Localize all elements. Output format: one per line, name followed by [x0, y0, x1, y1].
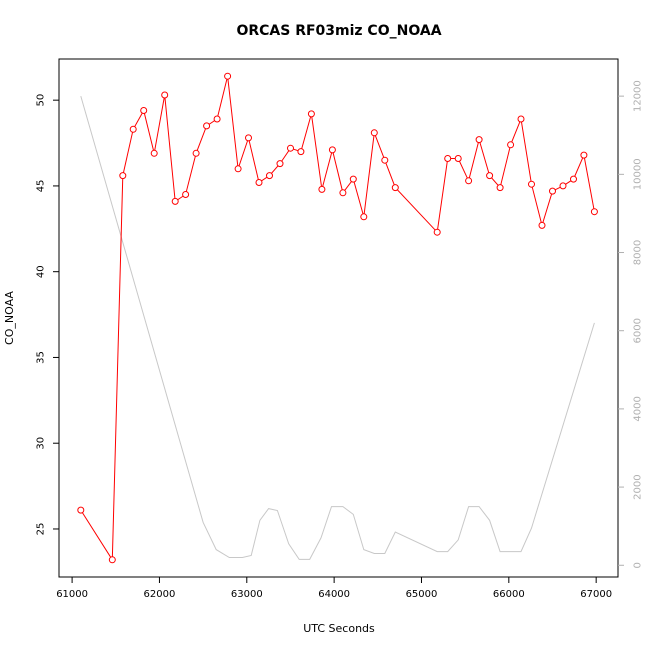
y-tick-label: 50	[36, 94, 47, 107]
data-point	[465, 177, 473, 185]
data-point	[129, 125, 137, 133]
y-axis-label: CO_NOAA	[3, 291, 16, 345]
x-tick-label: 67000	[580, 589, 612, 600]
data-point	[182, 191, 190, 198]
data-point	[192, 149, 200, 157]
y-tick-label: 40	[36, 265, 47, 278]
data-point	[140, 107, 148, 114]
data-point	[349, 175, 357, 183]
y-tick-label: 30	[36, 437, 47, 450]
x-tick-label: 66000	[493, 589, 525, 600]
data-point	[213, 115, 221, 123]
x-tick-label: 62000	[144, 589, 176, 600]
data-point	[444, 155, 452, 162]
data-point	[391, 184, 399, 192]
data-point	[507, 141, 515, 149]
series-line-secondary	[80, 95, 595, 560]
y-tick-label: 25	[36, 523, 47, 536]
y2-tick-label: 0	[633, 562, 644, 568]
y-axis-right: 0 2000 4000 6000 8000 10000 12000	[618, 80, 644, 568]
y-axis-left: 25 30 35 40 45 50	[36, 94, 59, 536]
data-point	[360, 213, 368, 221]
x-tick-label: 64000	[318, 589, 350, 600]
data-point	[517, 115, 525, 123]
data-point	[454, 155, 462, 162]
data-point	[287, 144, 294, 152]
series-line-co-noaa	[80, 76, 595, 562]
data-point	[255, 179, 263, 186]
x-tick-label: 63000	[231, 589, 263, 600]
data-point	[245, 134, 252, 142]
data-point	[528, 180, 535, 188]
data-point	[475, 136, 483, 144]
x-tick-label: 65000	[406, 589, 438, 600]
data-point	[171, 197, 179, 205]
y2-tick-label: 6000	[633, 318, 644, 343]
data-point	[381, 156, 389, 164]
y-tick-label: 35	[36, 351, 47, 364]
data-point	[150, 149, 158, 157]
data-point	[161, 91, 169, 99]
data-point	[590, 208, 598, 216]
y2-tick-label: 2000	[633, 474, 644, 499]
data-point	[580, 151, 588, 159]
data-point	[77, 506, 85, 514]
data-point	[276, 160, 284, 168]
y2-tick-label: 4000	[633, 396, 644, 421]
data-point	[370, 129, 378, 137]
data-point	[203, 122, 211, 130]
data-point	[339, 189, 347, 197]
data-point	[570, 175, 577, 183]
data-point	[307, 110, 315, 118]
data-point	[496, 184, 504, 192]
y2-tick-label: 10000	[633, 158, 644, 190]
x-axis: 61000 62000 63000 64000 65000 66000 67000	[56, 576, 612, 600]
data-point	[549, 187, 556, 195]
chart-title: ORCAS RF03miz CO_NOAA	[236, 23, 441, 39]
series-layer	[77, 72, 598, 564]
x-axis-label: UTC Seconds	[303, 622, 375, 635]
y2-tick-label: 8000	[633, 240, 644, 265]
data-point	[108, 556, 116, 564]
data-point	[433, 228, 441, 236]
data-point	[538, 221, 546, 229]
data-point	[559, 182, 567, 190]
data-point	[266, 172, 273, 180]
data-point	[318, 185, 326, 193]
y2-tick-label: 12000	[633, 80, 644, 112]
data-point	[119, 172, 127, 180]
x-tick-label: 61000	[56, 589, 88, 600]
data-point	[297, 148, 305, 156]
data-point	[224, 72, 232, 80]
y-tick-label: 45	[36, 180, 47, 193]
data-point	[486, 172, 494, 180]
plot-frame	[58, 58, 619, 578]
data-point	[328, 146, 336, 154]
data-point	[234, 165, 242, 173]
